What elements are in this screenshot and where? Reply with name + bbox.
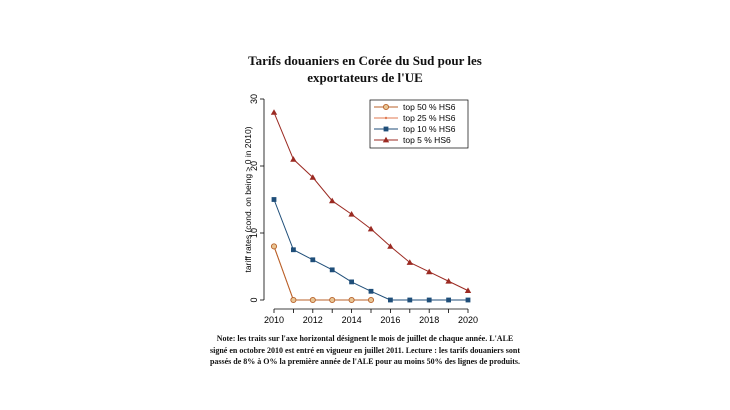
legend-swatch-marker xyxy=(382,136,390,143)
y-tick-label: 0 xyxy=(249,297,259,302)
y-tick-label: 10 xyxy=(249,228,259,238)
legend-swatch-marker xyxy=(384,116,388,120)
y-axis-label: tariff rates (cond. on being > 0 in 2010… xyxy=(243,126,253,272)
note-line-3: passés de 8% à O% la première année de l… xyxy=(209,357,521,366)
series-1-point xyxy=(329,296,336,304)
chart-title-line-1: Tarifs douaniers en Corée du Sud pour le… xyxy=(248,53,482,68)
series-3-line xyxy=(273,199,468,301)
series-2-line xyxy=(273,246,371,301)
series-3-point xyxy=(310,257,316,263)
series-4-point xyxy=(367,225,375,232)
series-1-point xyxy=(367,296,375,304)
series-3-point xyxy=(271,197,277,202)
legend-label: top 5 % HS6 xyxy=(403,135,451,145)
series-4-point xyxy=(329,197,336,204)
series-3-point xyxy=(465,297,471,303)
series-4-point xyxy=(406,259,413,265)
series-1-point xyxy=(309,296,316,304)
series-3-point xyxy=(368,288,374,294)
y-tick-label: 30 xyxy=(249,94,259,104)
series-3-point xyxy=(446,297,451,303)
note-line-1: Note: les traits sur l'axe horizontal dé… xyxy=(216,334,514,343)
series-4-point xyxy=(309,174,316,180)
note-line-2: signé en octobre 2010 est entré en vigue… xyxy=(210,345,520,355)
series-4-point xyxy=(387,243,394,249)
legend-label: top 25 % HS6 xyxy=(403,113,456,123)
series-3-point xyxy=(349,279,354,285)
legend-label: top 10 % HS6 xyxy=(403,124,456,134)
series-3-point xyxy=(407,297,413,303)
series-4-point xyxy=(290,156,297,162)
series-4-point xyxy=(270,109,278,115)
chart-title-line-2: exportateurs de l'UE xyxy=(307,70,423,85)
series-1-line xyxy=(273,246,371,301)
series-3-point xyxy=(329,267,335,273)
x-tick-label: 2012 xyxy=(303,315,323,325)
series-4-point xyxy=(464,287,472,294)
y-tick-label: 20 xyxy=(249,161,259,171)
x-tick-label: 2020 xyxy=(458,315,478,325)
x-tick-label: 2014 xyxy=(342,315,362,325)
series-3-point xyxy=(426,297,432,303)
line-chart: 0 10 20 30 tariff rates (cond. on being > 0 … xyxy=(243,94,478,325)
series-3-point xyxy=(291,247,296,253)
legend-swatch-marker xyxy=(383,126,389,132)
series-4-point xyxy=(348,211,355,217)
series-3-point xyxy=(388,297,393,303)
x-tick-label: 2010 xyxy=(264,315,284,325)
series-4-point xyxy=(426,268,433,275)
legend-label: top 50 % HS6 xyxy=(403,102,456,112)
x-tick-label: 2016 xyxy=(380,315,400,325)
legend-swatch-marker xyxy=(382,103,390,111)
x-tick-label: 2018 xyxy=(419,315,439,325)
series-4-point xyxy=(445,278,452,284)
chart-title: Tarifs douaniers en Corée du Sud pour le… xyxy=(180,52,550,86)
series-1-point xyxy=(270,243,278,250)
chart-note: Note: les traits sur l'axe horizontal dé… xyxy=(160,333,570,368)
series-1-point xyxy=(348,296,355,304)
series-1-point xyxy=(290,296,297,304)
